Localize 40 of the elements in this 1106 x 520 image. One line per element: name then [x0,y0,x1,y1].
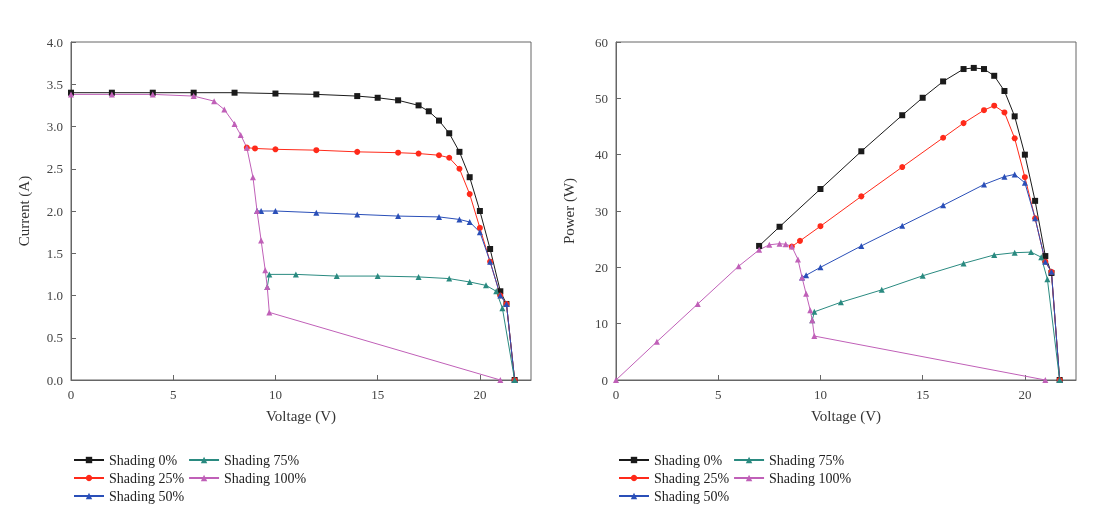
legend-label: Shading 100% [224,470,307,486]
y-tick-label: 10 [595,316,608,332]
x-tick-label: 15 [371,387,385,402]
legend-label: Shading 0% [654,452,723,468]
legend-label: Shading 25% [109,470,185,486]
y-tick-label: 2.0 [46,203,63,219]
y-axis-title: Power (W) [560,177,578,245]
y-tick-label: 50 [595,90,608,106]
y-tick-label: 30 [595,203,608,219]
x-tick-label: 5 [714,387,722,402]
x-tick-label: 10 [813,387,827,402]
legend-label: Shading 25% [654,470,730,486]
x-tick-label: 20 [1018,387,1032,402]
y-tick-label: 2.5 [46,161,63,177]
y-tick-label: 40 [595,147,608,163]
x-tick-label: 20 [473,387,487,402]
legend-label: Shading 50% [109,488,185,504]
y-tick-label: 4.0 [46,34,63,50]
y-tick-label: 60 [595,34,608,50]
legend-label: Shading 75% [224,452,300,468]
y-tick-label: 0 [601,372,608,388]
legend-label: Shading 75% [769,452,845,468]
y-tick-label: 20 [595,259,608,275]
y-tick-label: 3.0 [46,119,63,134]
x-tick-label: 5 [169,387,177,402]
x-axis-title: Voltage (V) [810,407,882,425]
x-axis-title: Voltage (V) [265,407,337,425]
x-tick-label: 0 [67,387,75,402]
y-tick-label: 3.5 [46,76,63,92]
x-tick-label: 15 [916,387,930,402]
legend-label: Shading 100% [769,470,852,486]
y-tick-label: 0.5 [46,330,63,346]
y-tick-label: 1.5 [46,245,63,261]
x-tick-label: 10 [268,387,282,402]
y-tick-label: 1.0 [46,288,63,303]
legend-label: Shading 50% [654,488,730,504]
y-tick-label: 0.0 [46,372,63,388]
x-tick-label: 0 [612,387,620,402]
y-axis-title: Current (A) [15,175,33,247]
legend-label: Shading 0% [109,452,178,468]
